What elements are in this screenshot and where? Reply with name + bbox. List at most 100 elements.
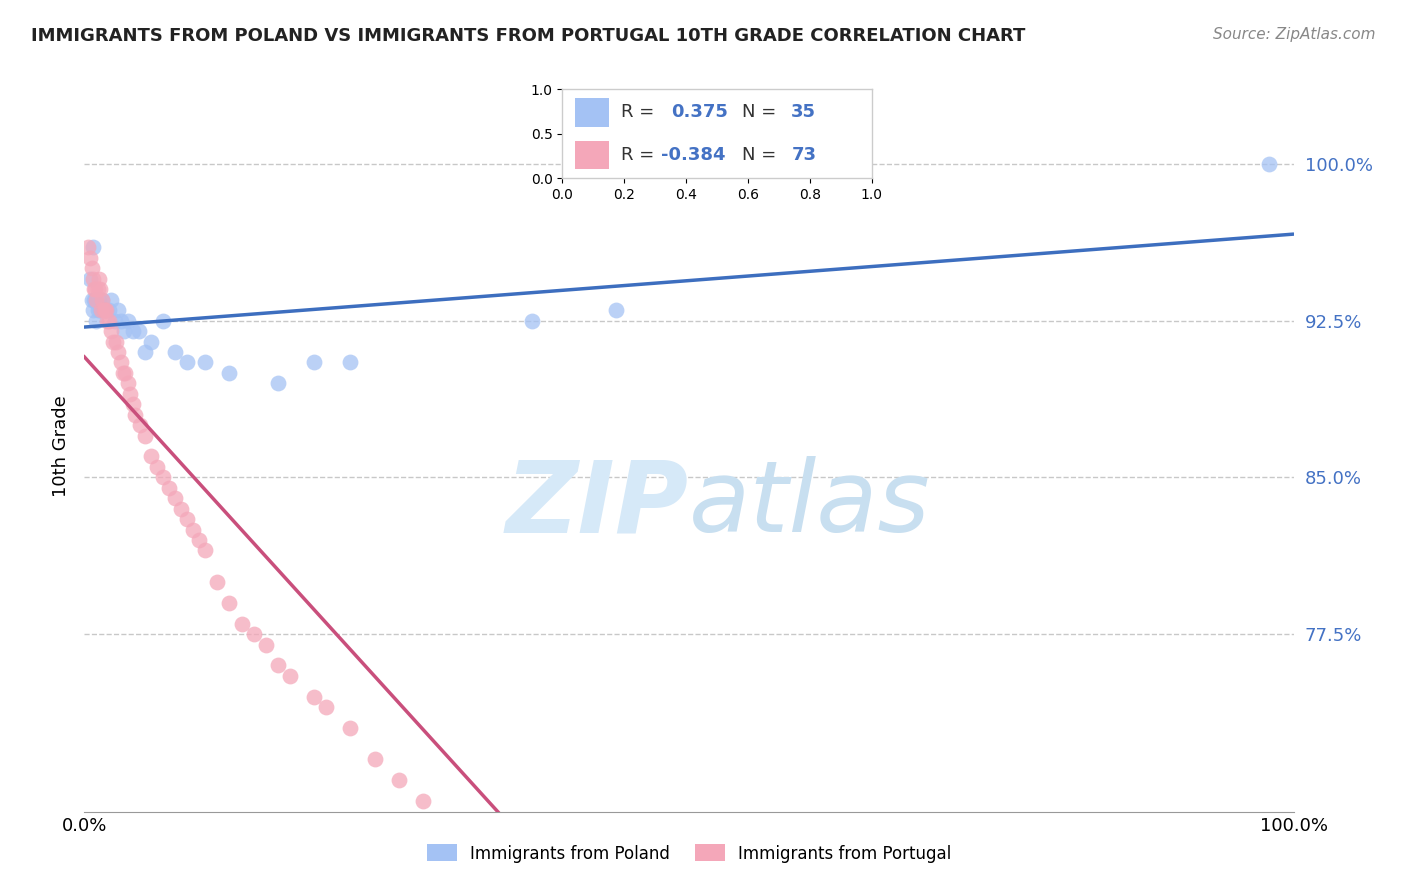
Point — [89, 303, 111, 318]
Point — [82, 272, 104, 286]
Text: Source: ZipAtlas.com: Source: ZipAtlas.com — [1212, 27, 1375, 42]
Point — [152, 470, 174, 484]
Point — [134, 345, 156, 359]
Y-axis label: 10th Grade: 10th Grade — [52, 395, 70, 497]
Point — [121, 324, 143, 338]
Text: N =: N = — [742, 103, 782, 121]
Point — [146, 459, 169, 474]
Point — [242, 627, 264, 641]
Point — [86, 313, 108, 327]
Text: IMMIGRANTS FROM POLAND VS IMMIGRANTS FROM PORTUGAL 10TH GRADE CORRELATION CHART: IMMIGRANTS FROM POLAND VS IMMIGRANTS FRO… — [31, 27, 1025, 45]
Text: atlas: atlas — [689, 456, 931, 553]
Point — [83, 282, 105, 296]
Point — [112, 324, 135, 338]
Point — [176, 512, 198, 526]
Point — [87, 272, 110, 286]
Point — [104, 334, 127, 349]
Point — [86, 282, 108, 296]
Point — [117, 313, 139, 327]
Point — [94, 303, 117, 318]
Point — [267, 658, 290, 673]
Point — [207, 574, 229, 589]
Point — [93, 303, 115, 318]
Point — [79, 272, 101, 286]
Point — [84, 293, 107, 307]
Point — [605, 303, 627, 318]
Point — [114, 366, 136, 380]
Point — [339, 355, 361, 369]
Text: R =: R = — [621, 103, 666, 121]
Point — [124, 408, 146, 422]
Point — [157, 481, 180, 495]
Point — [363, 752, 385, 766]
Point — [165, 491, 187, 506]
Point — [84, 282, 107, 296]
Point — [86, 303, 108, 318]
Point — [104, 313, 127, 327]
Point — [218, 366, 240, 380]
Point — [97, 313, 120, 327]
Point — [90, 303, 112, 318]
Point — [80, 261, 103, 276]
Text: N =: N = — [742, 146, 782, 164]
Point — [520, 313, 543, 327]
Point — [120, 386, 142, 401]
Text: R =: R = — [621, 146, 661, 164]
Point — [302, 355, 325, 369]
Point — [94, 303, 117, 318]
Point — [97, 303, 120, 318]
Text: 73: 73 — [792, 146, 817, 164]
Point — [128, 324, 150, 338]
Text: -0.384: -0.384 — [661, 146, 725, 164]
Point — [315, 700, 337, 714]
Point — [77, 240, 100, 254]
FancyBboxPatch shape — [575, 141, 609, 169]
Point — [87, 293, 110, 307]
Point — [436, 815, 458, 830]
Point — [194, 543, 217, 558]
Point — [82, 240, 104, 254]
Point — [100, 324, 122, 338]
Point — [267, 376, 290, 391]
Text: ZIP: ZIP — [506, 456, 689, 553]
Point — [79, 251, 101, 265]
Point — [129, 418, 152, 433]
Point — [107, 303, 129, 318]
Point — [94, 303, 117, 318]
Point — [496, 878, 519, 892]
Point — [449, 825, 471, 839]
Point — [112, 366, 135, 380]
Point — [110, 313, 132, 327]
Point — [170, 501, 193, 516]
Point — [460, 836, 482, 850]
Point — [91, 293, 114, 307]
Point — [100, 293, 122, 307]
Point — [103, 334, 125, 349]
Point — [96, 313, 118, 327]
Point — [254, 638, 277, 652]
Point — [176, 355, 198, 369]
Point — [181, 523, 204, 537]
Point — [278, 669, 301, 683]
Point — [139, 450, 162, 464]
Point — [152, 313, 174, 327]
Point — [91, 293, 114, 307]
Point — [231, 616, 253, 631]
Point — [94, 303, 117, 318]
Point — [412, 794, 434, 808]
Point — [117, 376, 139, 391]
Point — [86, 293, 108, 307]
Point — [110, 355, 132, 369]
Point — [339, 721, 361, 735]
Point — [89, 282, 111, 296]
FancyBboxPatch shape — [575, 98, 609, 127]
Point — [194, 355, 217, 369]
Point — [165, 345, 187, 359]
Point — [139, 334, 162, 349]
Text: 0.375: 0.375 — [671, 103, 727, 121]
Point — [472, 857, 495, 871]
Legend: Immigrants from Poland, Immigrants from Portugal: Immigrants from Poland, Immigrants from … — [420, 838, 957, 869]
Point — [1258, 157, 1281, 171]
Point — [388, 773, 411, 788]
Point — [121, 397, 143, 411]
